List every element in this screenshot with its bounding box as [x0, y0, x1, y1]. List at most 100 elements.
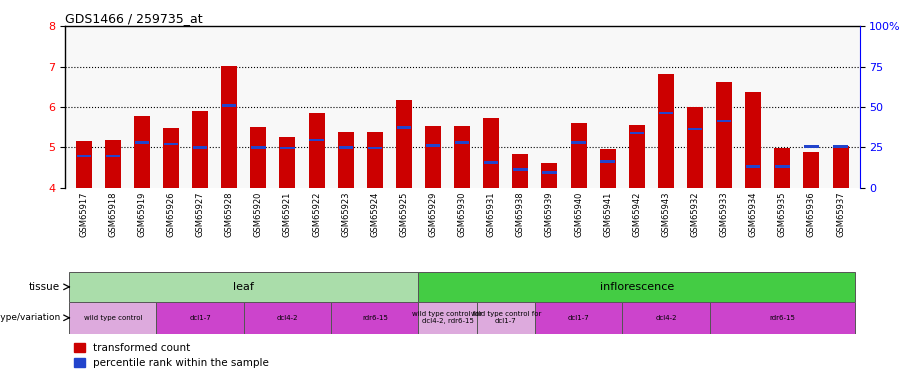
Bar [659, 111, 673, 114]
Text: tissue: tissue [29, 282, 60, 292]
Bar [543, 171, 557, 174]
Bar [331, 302, 418, 334]
Bar [193, 111, 208, 188]
Bar [483, 118, 500, 188]
Legend: transformed count, percentile rank within the sample: transformed count, percentile rank withi… [70, 339, 273, 372]
Bar [688, 128, 702, 130]
Bar [397, 126, 411, 129]
Bar [629, 124, 644, 188]
Bar [69, 302, 157, 334]
Text: GSM65932: GSM65932 [690, 192, 699, 237]
Bar [600, 160, 615, 163]
Text: wild type control for
dcl1-7: wild type control for dcl1-7 [471, 311, 541, 324]
Text: GSM65920: GSM65920 [254, 192, 263, 237]
Bar [164, 142, 178, 146]
Text: GSM65940: GSM65940 [574, 192, 583, 237]
Bar [454, 141, 470, 144]
Bar [599, 149, 616, 188]
Text: GSM65926: GSM65926 [166, 192, 176, 237]
Text: GSM65942: GSM65942 [633, 192, 642, 237]
Bar [775, 165, 789, 168]
Bar [832, 146, 849, 188]
Bar [338, 146, 353, 148]
Text: leaf: leaf [233, 282, 255, 292]
Bar [425, 126, 441, 188]
Bar [717, 120, 732, 122]
Bar [280, 147, 294, 149]
Text: dcl4-2: dcl4-2 [655, 315, 677, 321]
Bar [104, 140, 121, 188]
Bar [745, 92, 761, 188]
Bar [658, 74, 674, 188]
Bar [418, 272, 855, 302]
Bar [774, 148, 790, 188]
Bar [484, 161, 499, 164]
Bar [572, 141, 586, 144]
Text: GSM65918: GSM65918 [108, 192, 117, 237]
Bar [454, 126, 470, 188]
Bar [622, 302, 709, 334]
Bar [477, 302, 535, 334]
Text: GSM65917: GSM65917 [79, 192, 88, 237]
Text: rdr6-15: rdr6-15 [362, 315, 388, 321]
Bar [426, 144, 440, 147]
Bar [746, 165, 760, 168]
Bar [193, 146, 207, 148]
Text: GSM65928: GSM65928 [225, 192, 234, 237]
Bar [535, 302, 622, 334]
Text: GSM65927: GSM65927 [195, 192, 204, 237]
Text: GSM65937: GSM65937 [836, 192, 845, 237]
Text: rdr6-15: rdr6-15 [770, 315, 796, 321]
Bar [833, 145, 848, 148]
Bar [310, 138, 324, 141]
Bar [367, 132, 382, 188]
Text: GSM65935: GSM65935 [778, 192, 787, 237]
Text: genotype/variation: genotype/variation [0, 314, 60, 322]
Bar [134, 116, 150, 188]
Bar [135, 141, 149, 144]
Text: GSM65931: GSM65931 [487, 192, 496, 237]
Bar [105, 154, 120, 158]
Text: GSM65933: GSM65933 [720, 192, 729, 237]
Bar [338, 132, 354, 188]
Text: GSM65922: GSM65922 [312, 192, 321, 237]
Bar [76, 154, 91, 158]
Text: GSM65936: GSM65936 [807, 192, 816, 237]
Bar [251, 146, 266, 148]
Text: GSM65919: GSM65919 [138, 192, 147, 237]
Text: wild type control: wild type control [84, 315, 142, 321]
Bar [221, 66, 238, 188]
Bar [418, 302, 477, 334]
Bar [396, 100, 412, 188]
Bar [716, 82, 732, 188]
Text: GSM65939: GSM65939 [545, 192, 554, 237]
Text: GDS1466 / 259735_at: GDS1466 / 259735_at [65, 12, 202, 25]
Text: dcl1-7: dcl1-7 [189, 315, 211, 321]
Text: GSM65929: GSM65929 [428, 192, 437, 237]
Text: wild type control for
dcl4-2, rdr6-15: wild type control for dcl4-2, rdr6-15 [412, 311, 482, 324]
Bar [76, 141, 92, 188]
Bar [163, 128, 179, 188]
Text: GSM65941: GSM65941 [603, 192, 612, 237]
Bar [244, 302, 331, 334]
Bar [542, 162, 557, 188]
Bar [309, 113, 325, 188]
Text: GSM65938: GSM65938 [516, 192, 525, 237]
Bar [571, 123, 587, 188]
Bar [69, 272, 418, 302]
Text: GSM65924: GSM65924 [370, 192, 379, 237]
Bar [804, 152, 820, 188]
Text: GSM65943: GSM65943 [662, 192, 670, 237]
Bar [250, 127, 266, 188]
Text: GSM65923: GSM65923 [341, 192, 350, 237]
Text: GSM65930: GSM65930 [458, 192, 467, 237]
Text: inflorescence: inflorescence [599, 282, 674, 292]
Text: dcl1-7: dcl1-7 [568, 315, 590, 321]
Bar [709, 302, 855, 334]
Bar [805, 145, 819, 148]
Bar [630, 132, 644, 135]
Bar [367, 147, 382, 149]
Text: GSM65934: GSM65934 [749, 192, 758, 237]
Bar [513, 168, 527, 171]
Bar [280, 137, 295, 188]
